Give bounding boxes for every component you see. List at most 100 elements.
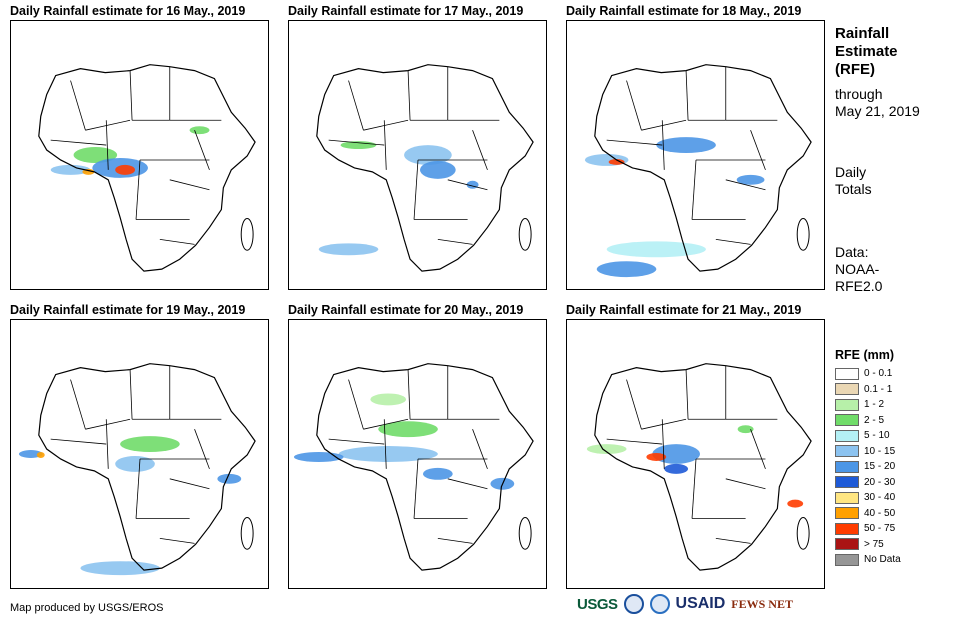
madagascar-outline xyxy=(240,517,254,550)
legend-label: 20 - 30 xyxy=(864,476,896,488)
legend-swatch xyxy=(835,367,859,380)
rainfall-area xyxy=(378,421,438,438)
rainfall-area xyxy=(338,446,438,462)
rainfall-area xyxy=(293,452,344,462)
legend-label: 30 - 40 xyxy=(864,492,896,504)
map-panel-4: Daily Rainfall estimate for 19 May., 201… xyxy=(10,303,271,591)
legend-label: 10 - 15 xyxy=(864,445,896,457)
legend-swatch xyxy=(835,522,859,535)
fews-net-logo: FEWS NET xyxy=(731,596,793,611)
rainfall-area xyxy=(586,444,627,454)
legend-title: RFE (mm) xyxy=(835,348,895,362)
country-border xyxy=(691,458,697,519)
panel-title: Daily Rainfall estimate for 20 May., 201… xyxy=(288,303,524,317)
legend-swatch xyxy=(835,460,859,473)
country-border xyxy=(129,70,133,121)
legend-item: 30 - 40 xyxy=(835,490,901,506)
rainfall-area xyxy=(596,261,657,278)
legend-item: > 75 xyxy=(835,537,901,553)
legend-label: 2 - 5 xyxy=(864,414,885,426)
country-border xyxy=(725,478,766,490)
africa-coastline xyxy=(594,64,812,272)
sidebar-through: through May 21, 2019 xyxy=(835,86,920,119)
rainfall-area xyxy=(656,137,716,154)
country-border xyxy=(715,238,751,245)
rainfall-area xyxy=(217,473,242,484)
country-border xyxy=(472,130,488,171)
country-border xyxy=(407,70,411,121)
country-border xyxy=(447,478,488,490)
country-border xyxy=(363,119,409,131)
panel-title: Daily Rainfall estimate for 16 May., 201… xyxy=(10,4,246,18)
rainfall-area xyxy=(73,147,118,163)
africa-map-svg xyxy=(586,363,812,571)
country-border xyxy=(750,130,766,171)
country-border xyxy=(169,478,210,490)
africa-map-svg xyxy=(293,363,534,571)
country-border xyxy=(661,120,665,170)
country-border xyxy=(135,159,141,220)
rainfall-area xyxy=(664,463,689,474)
country-border xyxy=(50,438,107,445)
country-border xyxy=(135,458,141,519)
rainfall-area xyxy=(737,425,754,434)
panel-title: Daily Rainfall estimate for 17 May., 201… xyxy=(288,4,524,18)
legend-item: 50 - 75 xyxy=(835,521,901,537)
country-border xyxy=(194,429,210,470)
country-border xyxy=(407,369,411,420)
rainfall-area xyxy=(608,158,625,165)
rainfall-area xyxy=(370,393,407,406)
legend-rows: 0 - 0.1 0.1 - 1 1 - 2 2 - 5 5 - 10 10 - 15 15 … xyxy=(835,366,901,568)
country-border xyxy=(105,120,109,170)
legend-swatch xyxy=(835,429,859,442)
rainfall-area xyxy=(120,436,180,453)
usgs-logo: USGS xyxy=(577,595,618,613)
country-border xyxy=(85,119,131,131)
country-border xyxy=(328,139,385,146)
africa-coastline xyxy=(316,363,534,571)
panel-title: Daily Rainfall estimate for 19 May., 201… xyxy=(10,303,246,317)
country-border xyxy=(606,139,663,146)
map-panel-2: Daily Rainfall estimate for 17 May., 201… xyxy=(288,4,549,292)
usaid-logo: USAID xyxy=(675,595,726,612)
legend-label: 40 - 50 xyxy=(864,507,896,519)
legend-swatch xyxy=(835,538,859,551)
country-border xyxy=(383,419,387,469)
map-credit: Map produced by USGS/EROS xyxy=(10,602,164,614)
africa-map-svg xyxy=(316,64,534,272)
country-border xyxy=(348,80,364,131)
country-border xyxy=(725,179,766,191)
africa-coastline xyxy=(594,363,812,571)
legend-swatch xyxy=(835,507,859,520)
legend-item: 2 - 5 xyxy=(835,413,901,429)
country-border xyxy=(70,379,86,430)
africa-coastline xyxy=(316,64,534,272)
rainfall-area xyxy=(50,164,91,175)
country-border xyxy=(750,429,766,470)
country-border xyxy=(129,369,133,420)
legend-item: 0 - 0.1 xyxy=(835,366,901,382)
legend-swatch xyxy=(835,476,859,489)
sidebar-data-source: Data: NOAA- RFE2.0 xyxy=(835,244,883,294)
rainfall-area xyxy=(419,160,456,179)
country-border xyxy=(169,179,210,191)
rainfall-map xyxy=(10,20,269,290)
rainfall-area xyxy=(606,241,706,258)
country-border xyxy=(472,429,488,470)
country-border xyxy=(50,139,107,146)
rainfall-area xyxy=(318,243,379,256)
rainfall-area xyxy=(787,499,804,508)
rainfall-area xyxy=(422,467,453,480)
legend-label: 15 - 20 xyxy=(864,461,896,473)
africa-map-svg xyxy=(18,363,256,576)
rainfall-area xyxy=(340,141,377,150)
legend-label: 1 - 2 xyxy=(864,399,885,411)
country-border xyxy=(641,418,687,430)
africa-coastline xyxy=(38,64,256,272)
africa-coastline xyxy=(38,363,256,571)
rainfall-area xyxy=(80,561,160,576)
rainfall-map xyxy=(288,20,547,290)
madagascar-outline xyxy=(240,218,254,251)
legend-swatch xyxy=(835,398,859,411)
map-panel-5: Daily Rainfall estimate for 20 May., 201… xyxy=(288,303,549,591)
